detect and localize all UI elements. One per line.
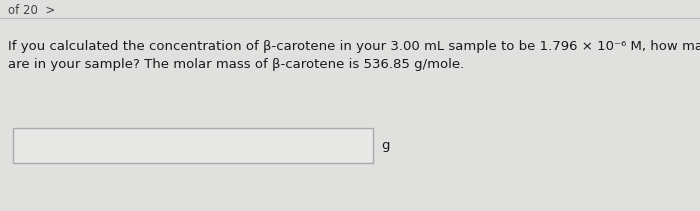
Text: If you calculated the concentration of β-carotene in your 3.00 mL sample to be 1: If you calculated the concentration of β… <box>8 40 700 53</box>
Text: of 20  >: of 20 > <box>8 4 55 18</box>
Text: g: g <box>381 139 390 152</box>
Bar <box>13 128 373 163</box>
Text: are in your sample? The molar mass of β-carotene is 536.85 g/mole.: are in your sample? The molar mass of β-… <box>8 58 464 71</box>
